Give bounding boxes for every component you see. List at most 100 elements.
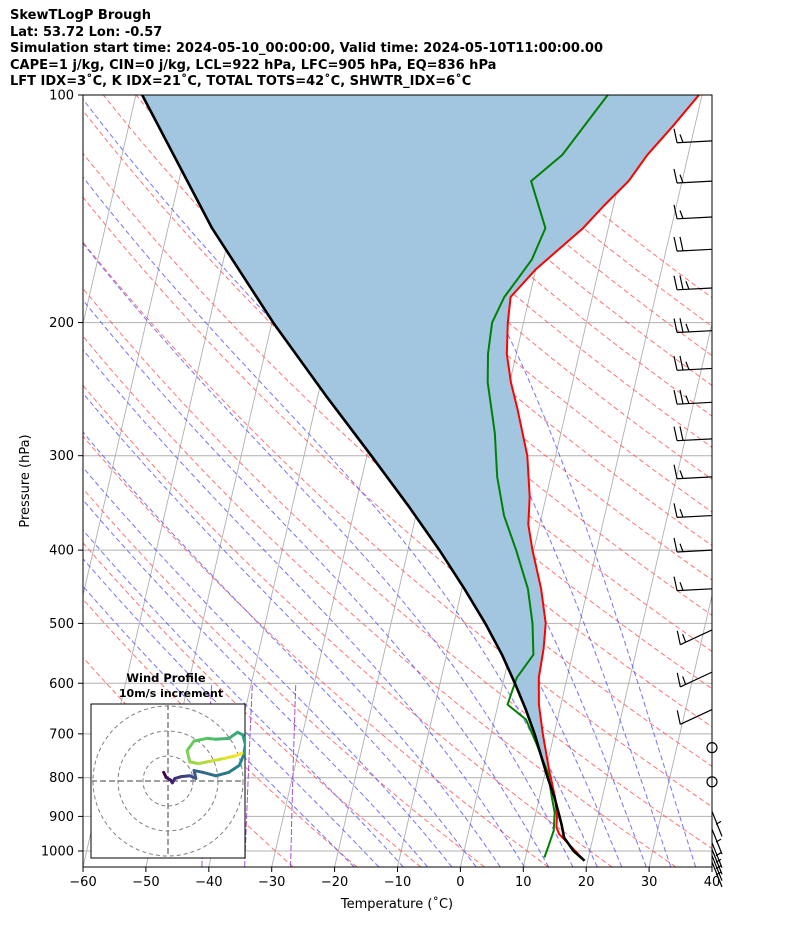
hodograph-segment [192,736,209,743]
wind-barb [676,629,713,646]
inset-subtitle: 10m/s increment [119,687,223,700]
wind-barb [673,128,713,144]
barb-flag [679,543,684,552]
moist-adiabat-line [83,299,550,867]
isotherm-line [585,321,712,867]
barb-flag [673,464,678,479]
barb-flag [673,204,678,219]
dry-adiabat-line [83,287,712,850]
hodograph-segment [237,753,245,767]
isotherm-line [0,95,10,867]
moist-adiabat-line [83,176,598,867]
barb-flag [673,237,678,252]
barb-flag [676,630,681,645]
hodograph-segment [214,736,231,741]
isotherm-line [83,95,200,598]
wind-barb [673,355,713,371]
moist-adiabat-line [83,466,453,867]
barb-flag [673,356,678,371]
barb-flag [679,470,684,479]
barb-flag [679,174,684,183]
barb-flag [679,355,684,371]
dry-adiabat-line [83,435,549,867]
barb-flag [679,275,684,290]
y-tick-label: 700 [49,727,74,742]
time-text: Simulation start time: 2024-05-10_00:00:… [10,41,603,56]
isotherm-line [711,865,712,867]
barb-flag [682,633,687,643]
y-tick-label: 800 [49,771,74,786]
wind-barb [673,464,713,480]
thermo-indices-text: LFT IDX=3˚C, K IDX=21˚C, TOTAL TOTS=42˚C… [10,74,472,89]
moist-adiabat-line [83,529,404,867]
barb-flag [673,168,678,184]
barb-flag [673,503,678,518]
hodograph-segment [196,759,213,766]
barb-flag [685,280,690,290]
barb-flag [673,390,678,405]
barb-flag [715,865,722,870]
barb-flag [673,426,678,441]
hodograph-segment [227,763,241,774]
wind-barb [676,709,713,725]
y-tick-label: 1000 [41,844,74,859]
wind-barb [673,503,713,518]
temperature-line [505,95,700,862]
barb-shaft [680,671,713,688]
dry-adiabat-line [83,241,712,808]
hodograph-segment [185,739,196,753]
barb-shaft [680,709,713,725]
y-axis-label: Pressure (hPa) [18,434,33,527]
barb-flag [679,236,684,251]
barb-flag [715,820,722,825]
dry-adiabat-line [330,95,712,417]
isotherm-line [83,95,137,326]
y-tick-label: 600 [49,677,74,692]
y-tick-label: 300 [49,449,74,464]
wind-barb [676,671,713,688]
barb-flag [676,672,681,688]
hodograph-segment [227,730,240,740]
moist-adiabat-line [83,431,477,867]
wind-barb [711,811,723,837]
dry-adiabat-line [83,196,712,767]
barb-flag [685,395,690,404]
y-tick-label: 500 [49,617,74,632]
wind-profile-inset: Wind Profile 10m/s increment [90,671,246,859]
x-tick-label: −10 [384,875,411,890]
wind-barb [673,204,713,220]
dry-adiabat-line [83,656,294,867]
moist-adiabat-line [352,95,697,867]
moist-adiabat-line [83,242,574,867]
dry-adiabat-line [200,95,712,547]
moist-adiabat-line [83,558,380,867]
location-text: Lat: 53.72 Lon: -0.57 [10,24,163,40]
dry-adiabat-line [233,95,712,513]
barb-flag [679,389,684,404]
barb-flag [685,323,690,333]
hodograph-segment [185,749,192,764]
y-tick-label: 200 [49,316,74,331]
chart-header: SkewTLogP Brough Lat: 53.72 Lon: -0.57 S… [10,8,603,91]
barb-flag [682,676,687,685]
barb-flag [676,710,681,725]
y-tick-label: 400 [49,544,74,559]
isotherm-line [522,95,703,867]
x-tick-label: 10 [515,875,532,890]
barb-flag [673,318,678,333]
barb-flag [679,210,684,219]
x-tick-label: 20 [578,875,595,890]
cape-shading [142,95,699,825]
moist-adiabat-line [83,585,355,867]
x-tick-label: 30 [641,875,658,890]
wind-barb [711,849,723,875]
barb-flag [715,852,722,857]
hodograph-segment [201,770,218,778]
dry-adiabat-line [83,384,613,867]
inset-title: Wind Profile [126,671,206,685]
barb-flag [673,537,678,553]
wind-barb [673,537,713,553]
barb-flag [685,361,690,370]
x-tick-label: −40 [195,875,222,890]
